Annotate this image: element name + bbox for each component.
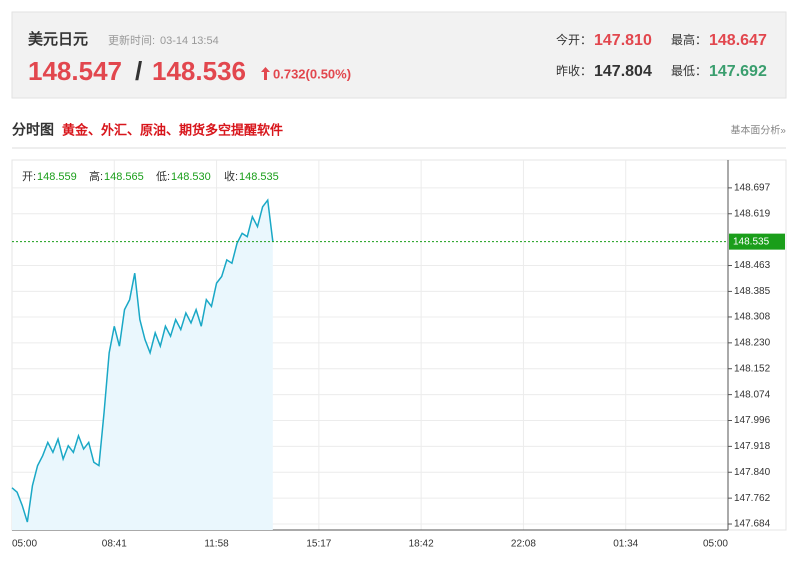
open: 147.810 <box>594 32 652 49</box>
y-tick-label: 147.684 <box>734 519 771 530</box>
chart: 148.697 148.619 148.463 148.385 148.308 148.2… <box>11 160 785 550</box>
bid: 148.547 <box>28 56 122 86</box>
pair-title: 美元日元 <box>28 30 88 48</box>
section-title: 分时图 <box>12 122 54 138</box>
x-tick-label: 22:08 <box>511 539 536 550</box>
ohlc-value: 148.565 <box>104 171 144 183</box>
change: 0.732(0.50%) <box>273 66 351 81</box>
ohlc-value: 148.559 <box>37 171 77 183</box>
header-box <box>11 11 787 99</box>
ohlc-label: 收: <box>224 169 238 183</box>
y-tick-label: 147.918 <box>734 441 771 452</box>
y-tick-label: 147.996 <box>734 415 771 426</box>
y-tick-label: 147.762 <box>734 493 771 504</box>
separator: / <box>135 56 142 86</box>
open-label: 今开： <box>556 32 592 47</box>
update-time: 03-14 13:54 <box>160 35 219 47</box>
ohlc-value: 148.535 <box>239 171 279 183</box>
prev-label: 昨收： <box>556 64 592 78</box>
y-tick-label: 148.697 <box>734 183 771 194</box>
x-tick-label: 05:00 <box>12 539 37 550</box>
current-price-label: 148.535 <box>733 236 770 247</box>
low-label: 最低： <box>671 64 707 78</box>
ohlc-label: 高: <box>89 169 103 183</box>
y-tick-label: 148.308 <box>734 312 771 323</box>
prev: 147.804 <box>594 63 652 80</box>
x-tick-label: 18:42 <box>409 539 434 550</box>
update-label: 更新时间: <box>108 33 155 47</box>
high-label: 最高： <box>671 32 707 47</box>
up-arrow <box>261 67 270 80</box>
y-tick-label: 148.230 <box>734 337 771 348</box>
analysis-link[interactable]: 基本面分析» <box>730 124 786 137</box>
y-tick-label: 148.463 <box>734 260 771 271</box>
x-tick-label: 05:00 <box>703 539 728 550</box>
price-line <box>11 198 274 523</box>
y-tick-label: 148.619 <box>734 208 771 219</box>
ohlc-label: 低: <box>156 170 170 183</box>
ohlc-row: 开: 148.559 高: 148.565 低: 148.530 收: 148.… <box>22 169 279 183</box>
y-tick-label: 148.074 <box>734 389 771 400</box>
area <box>12 200 273 530</box>
x-tick-label: 11:58 <box>204 539 229 550</box>
y-tick-label: 148.152 <box>734 363 771 374</box>
y-tick-label: 148.385 <box>734 286 771 297</box>
x-tick-label: 01:34 <box>613 539 638 550</box>
high: 148.647 <box>709 32 767 49</box>
ohlc-value: 148.530 <box>171 171 211 183</box>
y-tick-label: 147.840 <box>734 467 771 478</box>
x-tick-label: 15:17 <box>306 539 331 550</box>
low: 147.692 <box>709 63 767 80</box>
promo-link[interactable]: 黄金、外汇、原油、期货多空提醒软件 <box>62 122 283 137</box>
ask: 148.536 <box>152 56 246 86</box>
current-price-box <box>729 233 785 250</box>
ohlc-label: 开: <box>22 171 36 183</box>
x-tick-label: 08:41 <box>102 539 127 550</box>
